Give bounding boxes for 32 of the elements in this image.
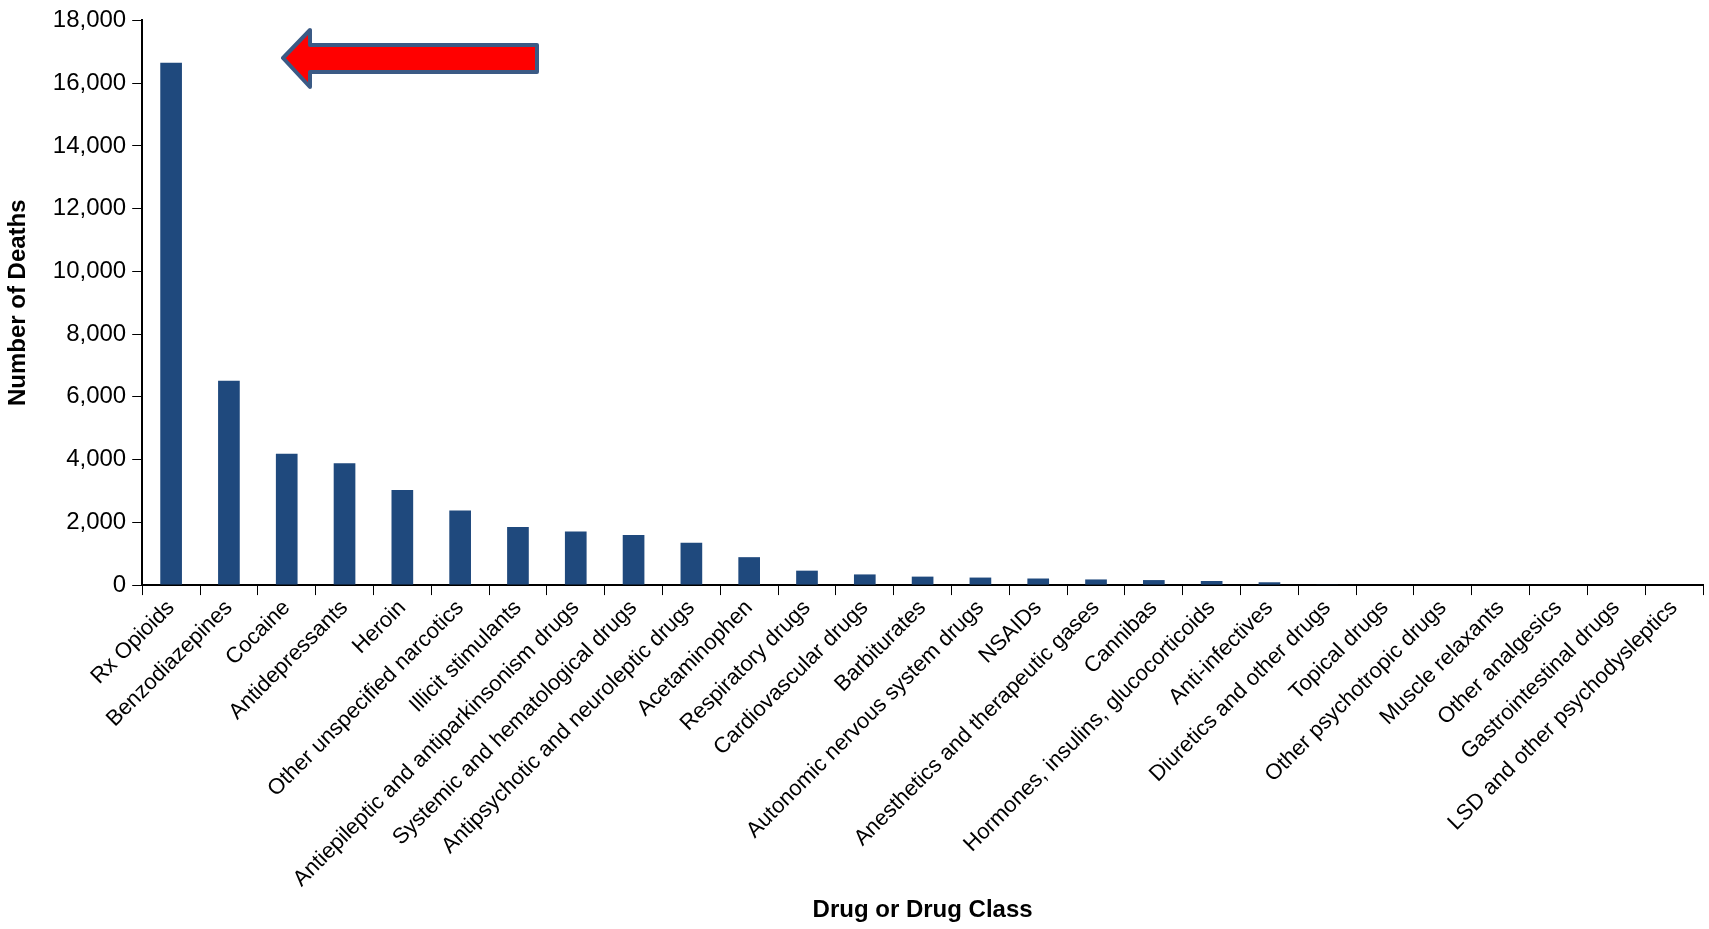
y-tick-label: 8,000 [66,318,127,346]
bar [275,453,298,585]
bar [622,534,645,585]
bar [1142,580,1165,585]
bar [391,490,414,585]
y-tick-label: 0 [112,569,127,597]
bar [333,463,356,585]
y-tick-label: 14,000 [52,130,127,158]
bar [218,380,240,585]
bar [796,570,818,585]
bar [911,576,934,585]
bar [1027,578,1050,585]
bar [507,527,529,585]
y-tick-label: 4,000 [66,444,127,472]
bar [969,577,992,585]
bar [680,542,703,585]
y-tick-label: 12,000 [52,193,127,221]
bar [853,574,876,585]
y-tick-label: 18,000 [52,5,127,33]
bar [1085,579,1107,585]
bar [449,510,471,585]
y-axis-title: Number of Deaths [3,199,31,407]
y-tick-label: 2,000 [66,506,127,534]
bar [1258,582,1281,585]
bar [738,557,761,585]
bar [564,531,587,585]
x-axis-title: Drug or Drug Class [812,895,1033,923]
y-tick-label: 6,000 [66,381,127,409]
bar [1200,581,1223,585]
bar [160,62,182,585]
y-tick-label: 16,000 [52,67,127,95]
y-tick-label: 10,000 [52,256,127,283]
